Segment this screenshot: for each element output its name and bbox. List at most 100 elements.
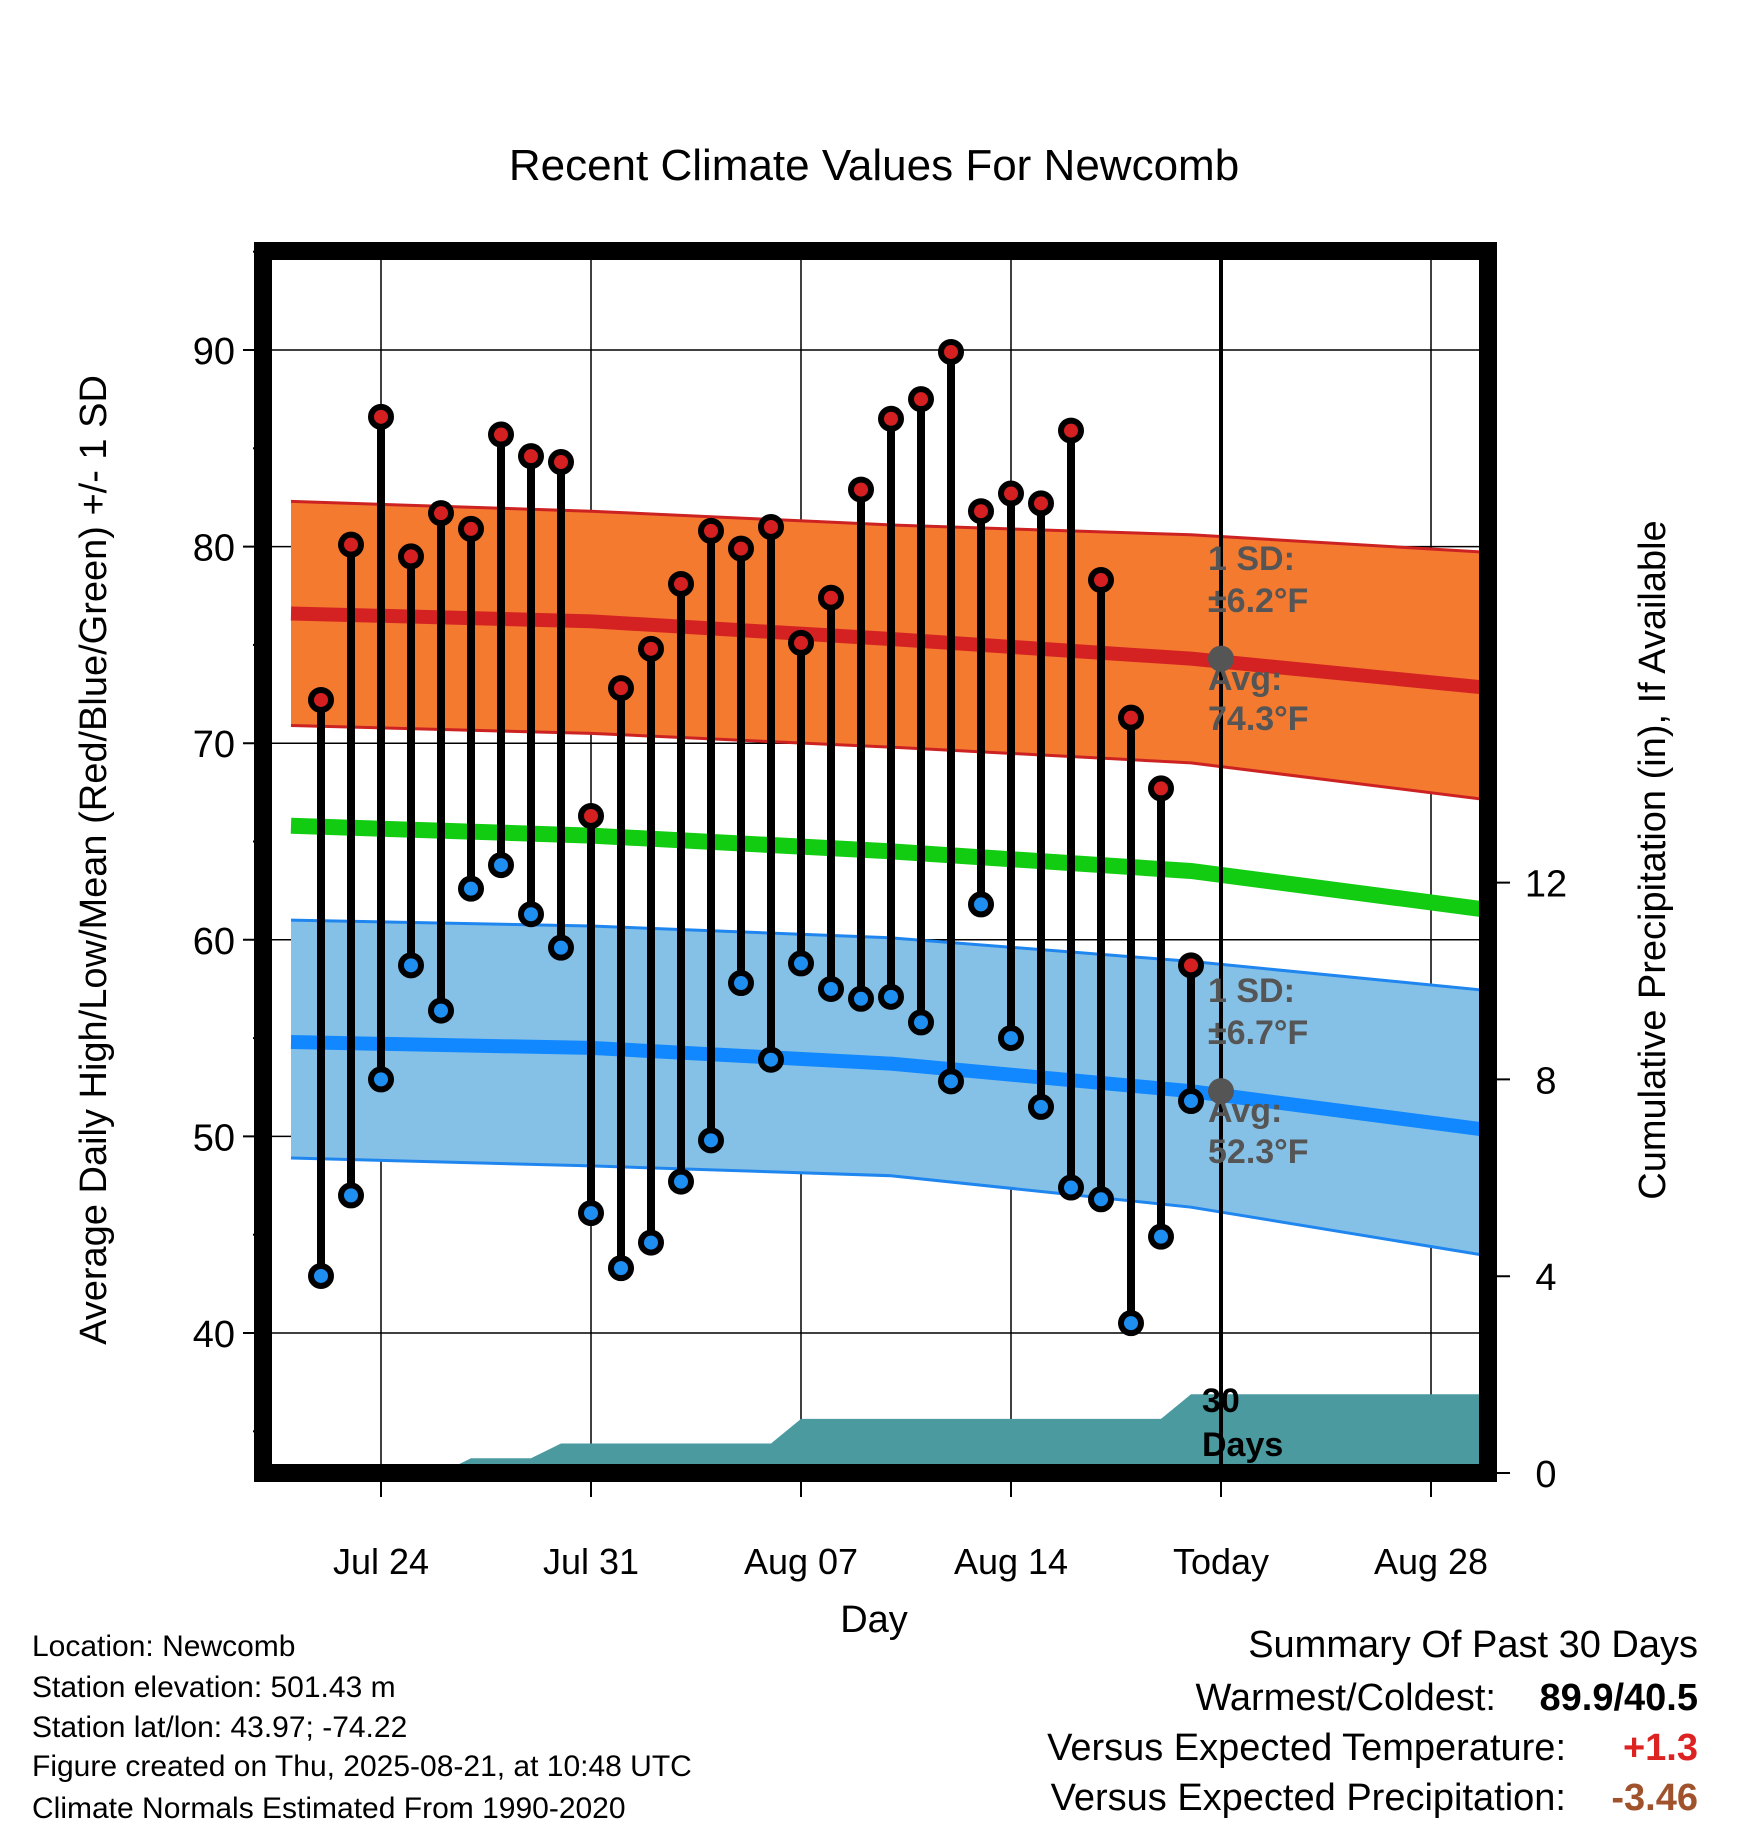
x-tick-label: Aug 14 (954, 1541, 1068, 1582)
daily-low-point (1178, 1088, 1204, 1115)
grid (263, 251, 1488, 1473)
daily-points (308, 338, 1204, 1337)
location-text: Location: Newcomb (32, 1630, 295, 1663)
precip-value: -3.46 (1611, 1777, 1698, 1819)
annotations: 1 SD: ±6.2°F Avg: 74.3°F 1 SD: ±6.7°F Av… (1202, 540, 1309, 1464)
daily-high-point (1148, 775, 1174, 802)
normal-low-line (290, 1035, 1488, 1138)
daily-low-point (368, 1066, 394, 1093)
temp-label: Versus Expected Temperature: (1047, 1727, 1566, 1769)
daily-low-point (638, 1229, 664, 1256)
daily-high-point (308, 686, 334, 713)
x-tick-label: Today (1173, 1541, 1269, 1582)
daily-high-point (1088, 567, 1114, 594)
daily-low-point (458, 875, 484, 902)
low-avg-marker (1208, 1078, 1234, 1105)
y-tick-label: 60 (193, 921, 235, 963)
low-avg-value: 52.3°F (1208, 1133, 1309, 1171)
daily-high-point (938, 338, 964, 365)
temp-value: +1.3 (1623, 1727, 1698, 1769)
y2-tick-label: 4 (1535, 1257, 1556, 1299)
x-axis-label: Day (840, 1599, 908, 1641)
y-axis-label: Average Daily High/Low/Mean (Red/Blue/Gr… (73, 375, 115, 1345)
daily-low-point (848, 985, 874, 1012)
summary-heading: Summary Of Past 30 Days (1248, 1624, 1698, 1666)
plot-frame (254, 242, 1497, 1482)
daily-low-point (1058, 1174, 1084, 1201)
daily-low-point (488, 852, 514, 879)
normals-text: Climate Normals Estimated From 1990-2020 (32, 1792, 626, 1825)
daily-low-point (668, 1168, 694, 1195)
daily-high-point (758, 513, 784, 540)
precipitation-area (441, 1394, 1488, 1473)
y-tick-label: 70 (193, 724, 235, 766)
daily-low-point (1028, 1093, 1054, 1120)
warm-cold-label: Warmest/Coldest: (1195, 1677, 1496, 1719)
y2-tick-label: 8 (1535, 1060, 1556, 1102)
low-sd-label: 1 SD: (1208, 972, 1295, 1010)
daily-high-point (608, 675, 634, 702)
daily-high-point (458, 515, 484, 542)
daily-low-point (1148, 1223, 1174, 1250)
daily-high-point (428, 500, 454, 527)
daily-high-point (818, 584, 844, 611)
daily-low-point (758, 1046, 784, 1073)
y-tick-label: 80 (193, 528, 235, 570)
created-text: Figure created on Thu, 2025-08-21, at 10… (32, 1750, 692, 1783)
summary-panel: Summary Of Past 30 Days Warmest/Coldest:… (1047, 1624, 1698, 1819)
daily-high-point (548, 449, 574, 476)
x-tick-label: Jul 31 (543, 1541, 639, 1582)
daily-high-point (488, 421, 514, 448)
station-info: Location: Newcomb Station elevation: 501… (32, 1630, 692, 1825)
daily-high-point (1058, 417, 1084, 444)
high-sd-label: 1 SD: (1208, 540, 1295, 578)
daily-high-point (848, 476, 874, 503)
latlon-text: Station lat/lon: 43.97; -74.22 (32, 1711, 407, 1744)
daily-high-point (398, 543, 424, 570)
chart-title: Recent Climate Values For Newcomb (509, 141, 1239, 190)
daily-high-point (908, 386, 934, 413)
today-marker (1208, 251, 1234, 1473)
low-sd-value: ±6.7°F (1208, 1014, 1308, 1052)
x-tick-label: Aug 28 (1374, 1541, 1488, 1582)
y-tick-label: 50 (193, 1117, 235, 1159)
precip-label: Versus Expected Precipitation: (1051, 1777, 1566, 1819)
daily-high-point (968, 498, 994, 525)
daily-low-point (608, 1255, 634, 1282)
daily-low-point (818, 975, 844, 1002)
daily-low-point (308, 1262, 334, 1289)
daily-high-point (578, 802, 604, 829)
y-tick-label: 40 (193, 1314, 235, 1356)
daily-low-point (1118, 1310, 1144, 1337)
daily-low-point (788, 950, 814, 977)
daily-high-point (638, 635, 664, 662)
days-count-label: 30 (1202, 1382, 1240, 1420)
daily-high-point (788, 629, 814, 656)
x-tick-label: Aug 07 (744, 1541, 858, 1582)
daily-low-point (998, 1025, 1024, 1052)
daily-low-point (728, 970, 754, 997)
y2-tick-label: 0 (1535, 1454, 1556, 1496)
high-sd-value: ±6.2°F (1208, 582, 1308, 620)
axes: 40 50 60 70 80 90 0 4 8 12 Jul 24 Jul 31 Aug 07 Aug 1… (193, 250, 1567, 1582)
daily-high-point (1028, 490, 1054, 517)
elevation-text: Station elevation: 501.43 m (32, 1671, 396, 1704)
daily-low-point (938, 1068, 964, 1095)
warm-cold-value: 89.9/40.5 (1540, 1677, 1698, 1719)
high-avg-label: Avg: (1208, 660, 1282, 698)
daily-low-point (698, 1127, 724, 1154)
daily-low-point (518, 901, 544, 928)
daily-range-stems (317, 351, 1195, 1324)
daily-low-point (398, 952, 424, 979)
daily-low-point (428, 997, 454, 1024)
daily-low-point (548, 934, 574, 961)
daily-high-point (338, 531, 364, 558)
daily-high-point (668, 570, 694, 597)
daily-high-point (698, 517, 724, 544)
daily-low-point (1088, 1186, 1114, 1213)
low-sd-lower-line (290, 1156, 1488, 1258)
high-avg-marker (1208, 645, 1234, 672)
daily-high-point (878, 405, 904, 432)
days-word-label: Days (1202, 1426, 1283, 1464)
